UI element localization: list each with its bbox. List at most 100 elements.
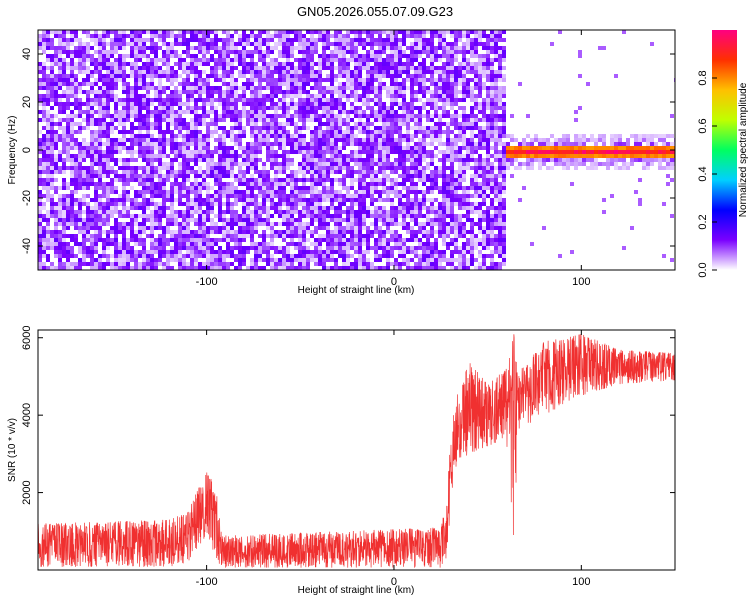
heatmap-cell — [102, 238, 106, 242]
heatmap-cell — [298, 142, 302, 146]
heatmap-cell — [274, 66, 278, 70]
heatmap-cell — [414, 66, 418, 70]
heatmap-cell — [262, 194, 266, 198]
heatmap-cell — [190, 206, 194, 210]
heatmap-cell — [422, 246, 426, 250]
heatmap-cell — [310, 114, 314, 118]
heatmap-cell — [94, 38, 98, 42]
heatmap-cell — [222, 74, 226, 78]
heatmap-cell — [346, 174, 350, 178]
heatmap-cell — [42, 150, 46, 154]
heatmap-cell — [434, 266, 438, 270]
heatmap-cell — [350, 194, 354, 198]
heatmap-cell — [226, 166, 230, 170]
heatmap-cell — [158, 206, 162, 210]
heatmap-cell — [418, 34, 422, 38]
heatmap-cell — [386, 46, 390, 50]
heatmap-cell — [434, 214, 438, 218]
heatmap-cell — [150, 266, 154, 270]
heatmap-cell — [314, 194, 318, 198]
heatmap-cell — [342, 246, 346, 250]
heatmap-cell — [338, 206, 342, 210]
heatmap-cell — [290, 70, 294, 74]
heatmap-cell — [74, 262, 78, 266]
heatmap-cell — [102, 154, 106, 158]
heatmap-cell — [310, 94, 314, 98]
heatmap-cell — [262, 62, 266, 66]
heatmap-cell — [234, 158, 238, 162]
heatmap-cell — [422, 150, 426, 154]
heatmap-cell — [422, 142, 426, 146]
heatmap-cell — [362, 170, 366, 174]
heatmap-cell — [146, 142, 150, 146]
heatmap-cell — [338, 266, 342, 270]
heatmap-cell — [54, 254, 58, 258]
heatmap-cell — [398, 234, 402, 238]
heatmap-cell — [186, 66, 190, 70]
heatmap-cell — [278, 178, 282, 182]
heatmap-cell — [262, 42, 266, 46]
heatmap-cell — [54, 250, 58, 254]
heatmap-cell — [110, 66, 114, 70]
heatmap-cell — [382, 210, 386, 214]
heatmap-cell — [266, 50, 270, 54]
heatmap-cell — [414, 34, 418, 38]
heatmap-cell — [370, 70, 374, 74]
heatmap-cell — [158, 122, 162, 126]
heatmap-cell — [394, 66, 398, 70]
heatmap-cell — [166, 162, 170, 166]
heatmap-cell — [414, 254, 418, 258]
heatmap-cell — [274, 106, 278, 110]
heatmap-cell — [394, 222, 398, 226]
heatmap-cell — [354, 94, 358, 98]
heatmap-cell — [198, 34, 202, 38]
heatmap-cell — [378, 254, 382, 258]
heatmap-cell — [390, 90, 394, 94]
heatmap-cell — [318, 174, 322, 178]
heatmap-cell — [218, 206, 222, 210]
heatmap-cell — [158, 138, 162, 142]
heatmap-cell — [174, 126, 178, 130]
heatmap-cell — [234, 110, 238, 114]
heatmap-cell — [178, 122, 182, 126]
heatmap-cell — [50, 246, 54, 250]
heatmap-cell — [170, 198, 174, 202]
heatmap-cell — [46, 150, 50, 154]
heatmap-cell — [398, 238, 402, 242]
heatmap-cell — [322, 206, 326, 210]
heatmap-cell — [418, 118, 422, 122]
heatmap-cell — [70, 198, 74, 202]
heatmap-cell — [338, 62, 342, 66]
heatmap-cell — [266, 122, 270, 126]
heatmap-cell — [98, 74, 102, 78]
heatmap-cell — [262, 126, 266, 130]
heatmap-cell — [62, 162, 66, 166]
heatmap-cell — [306, 162, 310, 166]
heatmap-cell — [246, 246, 250, 250]
heatmap-cell — [150, 254, 154, 258]
heatmap-cell — [230, 202, 234, 206]
heatmap-cell — [82, 146, 86, 150]
heatmap-cell — [114, 234, 118, 238]
heatmap-cell — [398, 66, 402, 70]
heatmap-cell — [158, 214, 162, 218]
heatmap-cell — [150, 190, 154, 194]
heatmap-cell — [90, 110, 94, 114]
heatmap-cell — [358, 190, 362, 194]
heatmap-cell — [66, 206, 70, 210]
heatmap-cell — [74, 82, 78, 86]
heatmap-cell — [242, 198, 246, 202]
heatmap-cell — [418, 42, 422, 46]
heatmap-cell — [274, 222, 278, 226]
heatmap-cell — [110, 74, 114, 78]
heatmap-cell — [342, 130, 346, 134]
heatmap-cell — [318, 178, 322, 182]
heatmap-cell — [186, 50, 190, 54]
heatmap-cell — [294, 182, 298, 186]
heatmap-cell — [90, 234, 94, 238]
heatmap-cell — [302, 162, 306, 166]
heatmap-cell — [406, 78, 410, 82]
heatmap-cell — [230, 138, 234, 142]
heatmap-cell — [306, 226, 310, 230]
